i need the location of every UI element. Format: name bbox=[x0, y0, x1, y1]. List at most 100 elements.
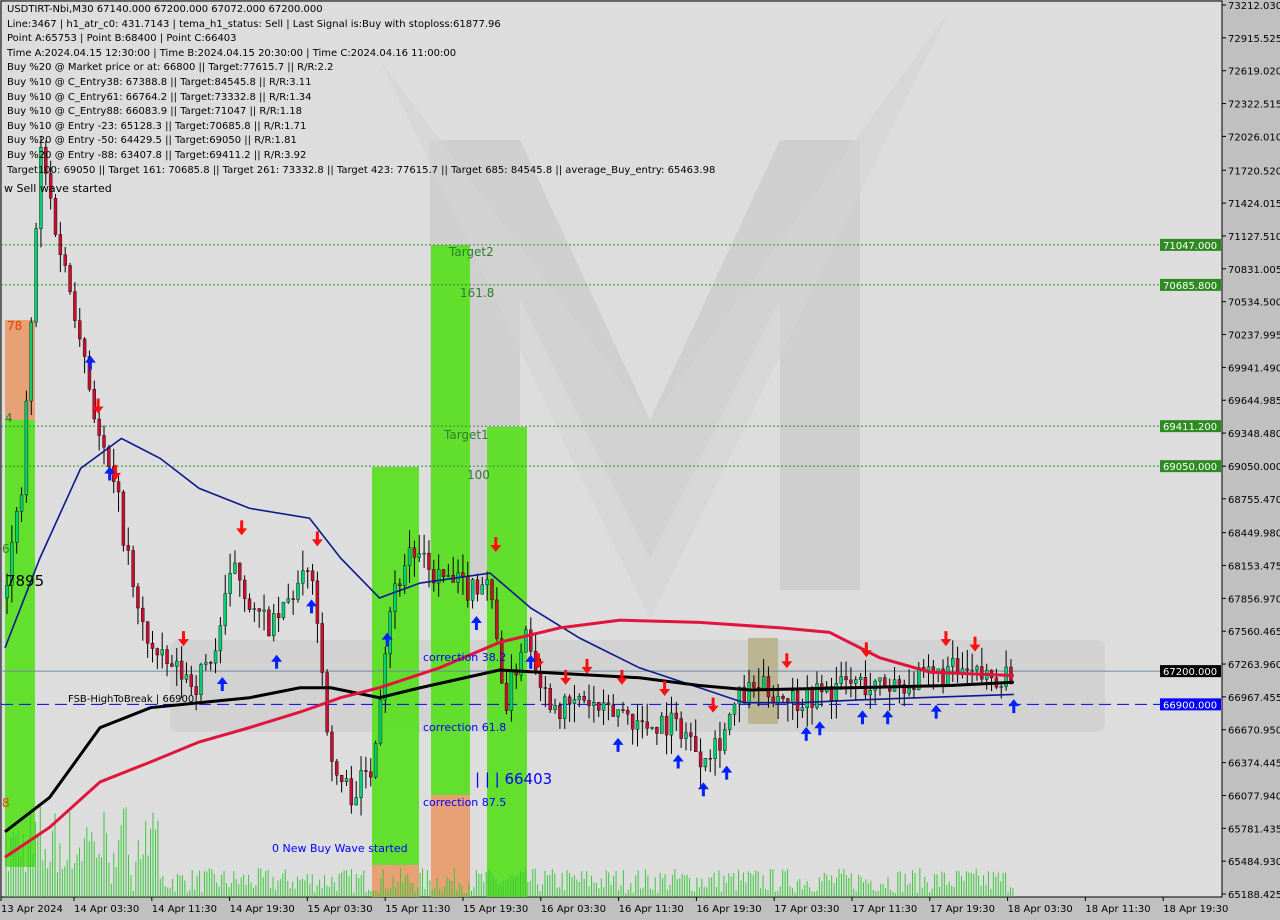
candle-bear bbox=[349, 778, 354, 806]
candle-bear bbox=[558, 705, 562, 719]
candle-bull bbox=[747, 682, 751, 704]
candle-bull bbox=[878, 677, 882, 682]
candle-bear bbox=[257, 608, 261, 612]
fib-161-label: 161.8 bbox=[460, 286, 495, 300]
y-tick-label: 68449.980 bbox=[1228, 529, 1280, 540]
candle-bull bbox=[272, 613, 276, 637]
candle-bear bbox=[606, 702, 611, 706]
candle-bull bbox=[417, 553, 421, 558]
candle-bull bbox=[854, 679, 858, 684]
candle-bull bbox=[616, 709, 620, 717]
y-tick-label: 65484.930 bbox=[1228, 857, 1280, 868]
candle-bull bbox=[296, 582, 300, 600]
candle-bull bbox=[262, 609, 266, 612]
candle-bear bbox=[897, 679, 902, 685]
left-label-78: 78 bbox=[7, 319, 23, 333]
candle-bull bbox=[684, 732, 688, 739]
y-tick-label: 70534.500 bbox=[1228, 298, 1280, 309]
y-tick-label: 68153.475 bbox=[1228, 561, 1280, 572]
candle-bear bbox=[170, 663, 174, 667]
candle-bear bbox=[597, 701, 601, 711]
candle-bear bbox=[771, 696, 775, 703]
candle-bull bbox=[39, 147, 43, 229]
candle-bull bbox=[485, 579, 489, 586]
buy-arrow-icon bbox=[697, 782, 709, 797]
y-tick-label: 65188.425 bbox=[1228, 890, 1280, 901]
left-label-4: 4 bbox=[5, 411, 13, 425]
candle-bull bbox=[34, 228, 38, 323]
point-c-label: | | | 66403 bbox=[475, 770, 553, 788]
candle-bull bbox=[601, 702, 606, 711]
candle-bear bbox=[587, 700, 591, 706]
candle-bull bbox=[5, 584, 9, 599]
candle-bear bbox=[92, 389, 97, 420]
candle-bull bbox=[732, 703, 737, 715]
level-price-label: 71047.000 bbox=[1163, 241, 1217, 252]
y-tick-label: 72322.515 bbox=[1228, 100, 1280, 111]
candle-bear bbox=[621, 709, 625, 711]
candle-bull bbox=[572, 699, 577, 704]
y-tick-label: 66077.940 bbox=[1228, 791, 1280, 802]
sell-arrow-icon bbox=[311, 531, 323, 547]
candle-bear bbox=[504, 682, 509, 711]
y-tick-label: 72915.525 bbox=[1228, 34, 1280, 45]
y-tick-label: 69348.480 bbox=[1228, 429, 1280, 440]
buy-arrow-icon bbox=[470, 616, 482, 631]
candle-bear bbox=[97, 418, 101, 436]
candle-bull bbox=[524, 629, 528, 653]
candle-bull bbox=[873, 680, 877, 691]
candle-bear bbox=[849, 679, 853, 684]
candle-bear bbox=[121, 491, 126, 546]
candle-bull bbox=[354, 797, 358, 806]
candle-bear bbox=[306, 570, 310, 572]
candle-bear bbox=[398, 583, 402, 587]
candle-bear bbox=[548, 688, 552, 710]
candle-bear bbox=[87, 356, 92, 390]
candle-bull bbox=[14, 511, 19, 543]
x-tick-label: 16 Apr 19:30 bbox=[696, 904, 761, 915]
left-label-8: 8 bbox=[2, 796, 10, 810]
candle-bear bbox=[179, 660, 184, 680]
candle-bull bbox=[577, 696, 581, 700]
candle-bear bbox=[44, 147, 48, 174]
level-price-tag bbox=[1160, 665, 1221, 678]
candle-bear bbox=[58, 234, 63, 255]
candle-bear bbox=[427, 552, 431, 570]
candle-bull bbox=[407, 547, 412, 566]
candle-bear bbox=[640, 720, 645, 723]
candle-bull bbox=[592, 701, 596, 706]
candle-bull bbox=[10, 542, 14, 586]
buy-arrow-icon bbox=[856, 710, 868, 725]
info-line: Buy %10 @ C_Entry88: 66083.9 || Target:7… bbox=[7, 106, 302, 118]
candle-bear bbox=[955, 658, 960, 673]
candle-bull bbox=[737, 686, 742, 705]
left-label-7895: 7895 bbox=[6, 572, 45, 590]
sell-arrow-icon bbox=[616, 669, 628, 685]
y-tick-label: 70831.005 bbox=[1228, 265, 1280, 276]
candle-bear bbox=[82, 338, 87, 357]
y-tick-label: 72026.010 bbox=[1228, 132, 1280, 143]
level-price-tag bbox=[1160, 460, 1221, 473]
candle-bull bbox=[553, 705, 557, 710]
candle-bear bbox=[810, 688, 814, 708]
candle-bear bbox=[335, 761, 339, 776]
candle-bull bbox=[519, 651, 523, 676]
buy-arrow-icon bbox=[104, 466, 116, 481]
buy-arrow-icon bbox=[306, 599, 318, 614]
y-tick-label: 66670.950 bbox=[1228, 726, 1280, 737]
candle-bear bbox=[844, 676, 848, 681]
candle-bear bbox=[141, 607, 145, 622]
x-tick-label: 17 Apr 11:30 bbox=[852, 904, 917, 915]
info-line: Buy %20 @ Entry -50: 64429.5 || Target:6… bbox=[7, 135, 297, 147]
candle-bear bbox=[795, 690, 800, 711]
sell-arrow-icon bbox=[533, 653, 544, 669]
candle-bear bbox=[689, 732, 693, 737]
x-tick-label: 18 Apr 11:30 bbox=[1085, 904, 1150, 915]
ma-black-line bbox=[4, 668, 1014, 833]
candle-bull bbox=[635, 720, 640, 730]
candle-bull bbox=[713, 738, 717, 759]
candle-bear bbox=[238, 562, 242, 581]
candle-bull bbox=[858, 677, 863, 680]
y-tick-label: 66374.445 bbox=[1228, 759, 1280, 770]
